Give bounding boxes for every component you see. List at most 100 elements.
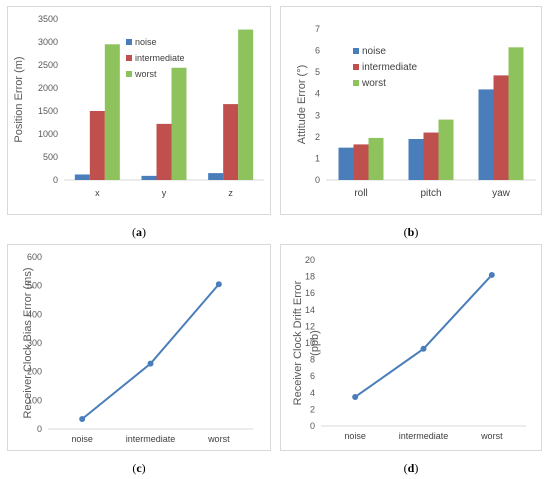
x-tick-label: worst: [207, 434, 230, 444]
y-tick-label: 500: [27, 281, 42, 291]
legend-swatch-intermediate: [126, 55, 132, 61]
y-tick-label: 6: [310, 371, 315, 381]
y-axis-label: Attitude Error (°): [296, 65, 308, 145]
bar-noise-pitch: [408, 139, 424, 180]
x-tick-label: roll: [354, 188, 367, 199]
bar-intermediate-yaw: [493, 75, 509, 180]
legend-label-worst: worst: [361, 78, 386, 89]
legend-label-intermediate: intermediate: [135, 53, 185, 63]
y-tick-label: 100: [27, 395, 42, 405]
caption-b: (b): [403, 225, 419, 239]
y-axis-label: Receiver Clock Drift Error: [292, 280, 304, 405]
y-tick-label: 1: [315, 153, 320, 163]
legend-swatch-worst: [126, 71, 132, 77]
y-tick-label: 400: [27, 309, 42, 319]
legend-swatch-noise: [126, 39, 132, 45]
series-line: [81, 283, 220, 420]
data-point-intermediate: [147, 360, 154, 367]
y-tick-label: 300: [27, 338, 42, 348]
bar-noise-roll: [338, 147, 354, 180]
legend-label-intermediate: intermediate: [362, 62, 417, 73]
legend-label-noise: noise: [135, 37, 157, 47]
chart-panel-d: 0 2 4 6 8 10 12 14 16 18 20 noise intermediate worst R…: [280, 244, 542, 451]
y-axis-label: (ppb): [309, 330, 321, 356]
bar-worst-y: [171, 67, 187, 180]
y-tick-label: 4: [310, 388, 315, 398]
caption-c: (c): [132, 461, 146, 475]
y-tick-label: 2: [315, 132, 320, 142]
y-tick-label: 3500: [38, 14, 58, 24]
bar-intermediate-x: [89, 111, 105, 180]
bar-worst-z: [238, 29, 254, 180]
bar-worst-x: [104, 44, 120, 180]
y-tick-label: 200: [27, 367, 42, 377]
caption-a: (a): [132, 225, 146, 239]
legend-label-worst: worst: [134, 69, 157, 79]
y-tick-label: 3: [315, 110, 320, 120]
bar-noise-yaw: [478, 89, 494, 180]
y-tick-label: 0: [315, 175, 320, 185]
x-tick-label: yaw: [492, 188, 511, 199]
x-tick-label: intermediate: [399, 431, 449, 441]
legend-swatch-noise: [353, 48, 359, 54]
y-tick-label: 500: [43, 152, 58, 162]
bar-worst-roll: [368, 137, 384, 180]
bar-intermediate-pitch: [423, 132, 439, 180]
clock-drift-error-chart: 0 2 4 6 8 10 12 14 16 18 20 noise intermediate worst R…: [292, 255, 526, 441]
y-tick-label: 2: [310, 404, 315, 414]
data-point-worst: [215, 281, 222, 288]
caption-d: (d): [403, 461, 419, 475]
bar-noise-y: [141, 175, 157, 180]
data-point-noise: [352, 393, 359, 400]
chart-panel-c: 0 100 200 300 400 500 600 noise intermediate wors…: [7, 244, 271, 451]
chart-panel-a: 0 500 1000 1500 2000 2500 3000 3500 x y z Position …: [7, 6, 271, 215]
x-tick-label: intermediate: [126, 434, 176, 444]
y-tick-label: 6: [315, 46, 320, 56]
y-tick-label: 600: [27, 252, 42, 262]
y-tick-label: 14: [305, 305, 315, 315]
clock-bias-error-chart: 0 100 200 300 400 500 600 noise intermediate wors…: [22, 252, 253, 444]
y-tick-label: 1000: [38, 129, 58, 139]
y-tick-label: 0: [53, 175, 58, 185]
y-tick-label: 3000: [38, 37, 58, 47]
bar-intermediate-z: [223, 104, 239, 180]
legend-label-noise: noise: [362, 46, 386, 57]
y-tick-label: 7: [315, 24, 320, 34]
y-tick-label: 2500: [38, 60, 58, 70]
x-tick-label: y: [162, 188, 167, 198]
x-tick-label: worst: [480, 431, 503, 441]
y-tick-label: 10: [305, 338, 315, 348]
bar-intermediate-roll: [353, 144, 369, 180]
data-point-intermediate: [420, 345, 427, 352]
legend-swatch-intermediate: [353, 64, 359, 70]
bar-intermediate-y: [156, 123, 172, 180]
x-tick-label: z: [228, 188, 233, 198]
y-tick-label: 0: [37, 424, 42, 434]
x-tick-label: pitch: [420, 188, 441, 199]
y-tick-label: 0: [310, 421, 315, 431]
y-tick-label: 12: [305, 321, 315, 331]
chart-panel-b: 0 1 2 3 4 5 6 7 roll pitch yaw Attitude Error (°) no…: [280, 6, 542, 215]
x-tick-label: x: [95, 188, 100, 198]
y-tick-label: 1500: [38, 106, 58, 116]
y-tick-label: 18: [305, 272, 315, 282]
x-tick-label: noise: [71, 434, 93, 444]
y-tick-label: 2000: [38, 83, 58, 93]
y-tick-label: 5: [315, 67, 320, 77]
bar-noise-x: [74, 174, 90, 180]
y-tick-label: 16: [305, 288, 315, 298]
attitude-error-chart: 0 1 2 3 4 5 6 7 roll pitch yaw Attitude Error (°) no…: [296, 24, 536, 199]
y-axis-label: Receiver Clock Bias Error (ms): [22, 268, 34, 419]
legend-swatch-worst: [353, 80, 359, 86]
series-line: [354, 274, 493, 398]
y-tick-label: 20: [305, 255, 315, 265]
y-tick-label: 8: [310, 355, 315, 365]
data-point-worst: [488, 271, 495, 278]
data-point-noise: [79, 415, 86, 422]
x-tick-label: noise: [344, 431, 366, 441]
y-tick-label: 4: [315, 89, 320, 99]
bar-noise-z: [208, 173, 224, 180]
bar-worst-yaw: [508, 47, 524, 181]
y-axis-label: Position Error (m): [13, 56, 25, 142]
position-error-chart: 0 500 1000 1500 2000 2500 3000 3500 x y z Position …: [13, 14, 264, 198]
